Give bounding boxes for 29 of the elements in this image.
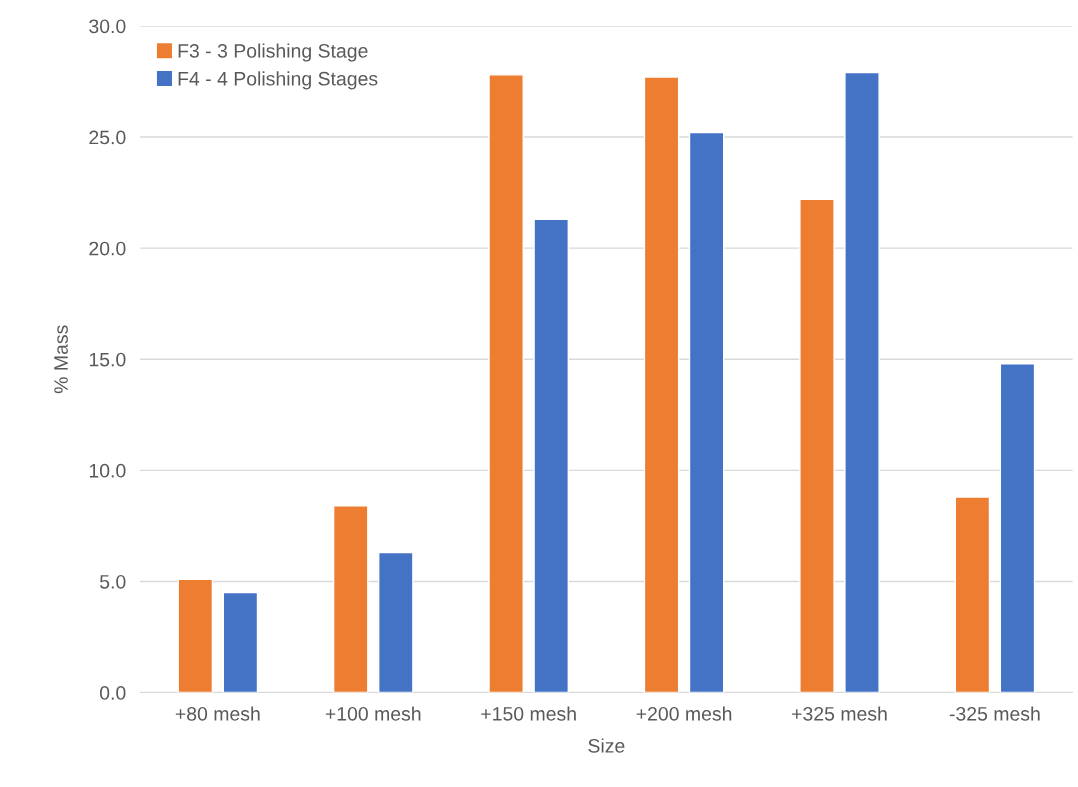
legend-label: F4 - 4 Polishing Stages <box>178 71 378 90</box>
bar <box>222 591 259 693</box>
bar <box>688 131 725 693</box>
y-tick-label: 5.0 <box>100 574 126 589</box>
bar <box>643 76 680 693</box>
bar <box>999 363 1036 693</box>
y-tick-label: 20.0 <box>89 241 126 256</box>
x-tick-label: +200 mesh <box>636 706 732 721</box>
x-tick-label: +325 mesh <box>792 706 887 721</box>
bar <box>332 505 369 693</box>
bar <box>844 71 880 693</box>
x-axis-title: Size <box>588 738 625 753</box>
x-tick-label: +100 mesh <box>325 706 421 721</box>
y-tick-label: 30.0 <box>89 19 126 34</box>
bar <box>799 198 835 693</box>
bar <box>488 74 524 693</box>
bar <box>378 551 414 693</box>
y-tick-label: 15.0 <box>89 352 126 367</box>
x-tick-label: -325 mesh <box>949 706 1040 721</box>
y-axis-title: % Mass <box>54 325 68 394</box>
x-tick-label: +80 mesh <box>175 706 260 721</box>
y-tick-label: 10.0 <box>89 463 126 478</box>
y-tick-label: 25.0 <box>89 130 126 145</box>
bar <box>533 218 569 693</box>
bar <box>954 496 991 693</box>
x-tick-label: +150 mesh <box>481 706 576 721</box>
bar <box>177 578 214 693</box>
legend-label: F3 - 3 Polishing Stage <box>178 43 368 62</box>
y-tick-label: 0.0 <box>99 686 126 700</box>
